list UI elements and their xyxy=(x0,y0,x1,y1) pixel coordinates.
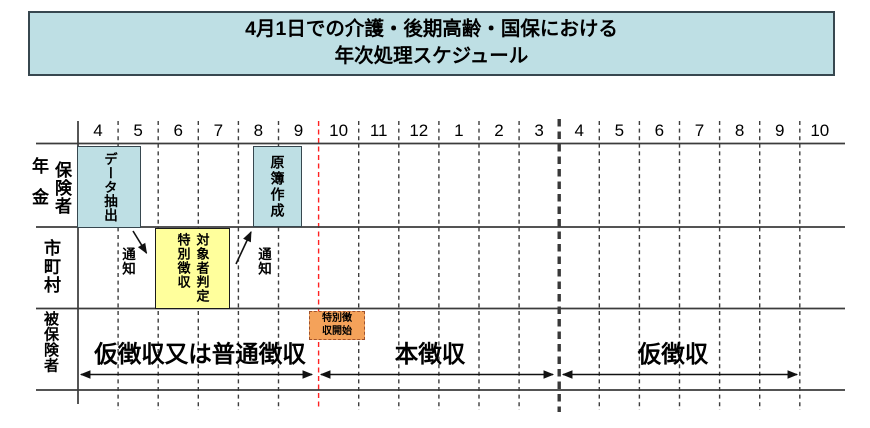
notice-arrow-2 xyxy=(235,231,252,265)
notice-label-2: 通知 xyxy=(256,247,271,276)
month-label: 2 xyxy=(494,121,504,140)
title-line1: 4月1日での介護・後期高齢・国保における xyxy=(245,18,618,40)
month-label: 8 xyxy=(734,121,745,140)
month-label: 4 xyxy=(574,121,584,140)
period-label-provisional: 仮徴収 xyxy=(637,341,709,367)
month-label: 9 xyxy=(293,121,304,140)
task-special-collection-judgement-label: 特別徴収 対象者判定 xyxy=(175,233,210,303)
task-special-collection-start-label: 特別徴 収開始 xyxy=(322,313,352,337)
month-label: 12 xyxy=(409,121,429,140)
month-label: 4 xyxy=(93,121,103,140)
month-label: 3 xyxy=(534,121,544,140)
row-label-insurer-part1: 年金 xyxy=(29,157,48,219)
month-label: 5 xyxy=(614,121,625,140)
task-special-collection-judgement: 特別徴収 対象者判定 xyxy=(155,228,230,309)
row-label-insured: 被保険者 xyxy=(42,311,59,373)
task-ledger-create-label: 原簿作成 xyxy=(269,154,286,219)
month-label: 11 xyxy=(369,121,388,140)
title-line2: 年次処理スケジュール xyxy=(334,45,529,67)
period-label-provisional-or-ordinary: 仮徴収又は普通徴収 xyxy=(94,341,306,367)
period-label-main: 本徴収 xyxy=(394,341,466,367)
month-label: 1 xyxy=(454,121,464,140)
task-data-extract-label: データ抽出 xyxy=(102,152,117,222)
task-data-extract: データ抽出 xyxy=(77,146,141,228)
title-box: 4月1日での介護・後期高齢・国保における 年次処理スケジュール xyxy=(28,11,835,76)
row-label-municipality: 市町村 xyxy=(41,239,60,295)
month-label: 10 xyxy=(810,121,830,140)
month-label: 8 xyxy=(253,121,264,140)
task-special-collection-start: 特別徴 収開始 xyxy=(309,311,365,340)
month-label: 5 xyxy=(133,121,143,140)
row-label-insurer-part2: 保険者 xyxy=(52,161,71,215)
task-ledger-create: 原簿作成 xyxy=(253,146,302,227)
month-label: 10 xyxy=(329,121,349,140)
month-label: 6 xyxy=(654,121,665,140)
month-label: 6 xyxy=(173,121,183,140)
month-label: 7 xyxy=(213,121,224,140)
month-label: 7 xyxy=(694,121,705,140)
month-label: 9 xyxy=(774,121,785,140)
notice-label-1: 通知 xyxy=(120,247,135,276)
